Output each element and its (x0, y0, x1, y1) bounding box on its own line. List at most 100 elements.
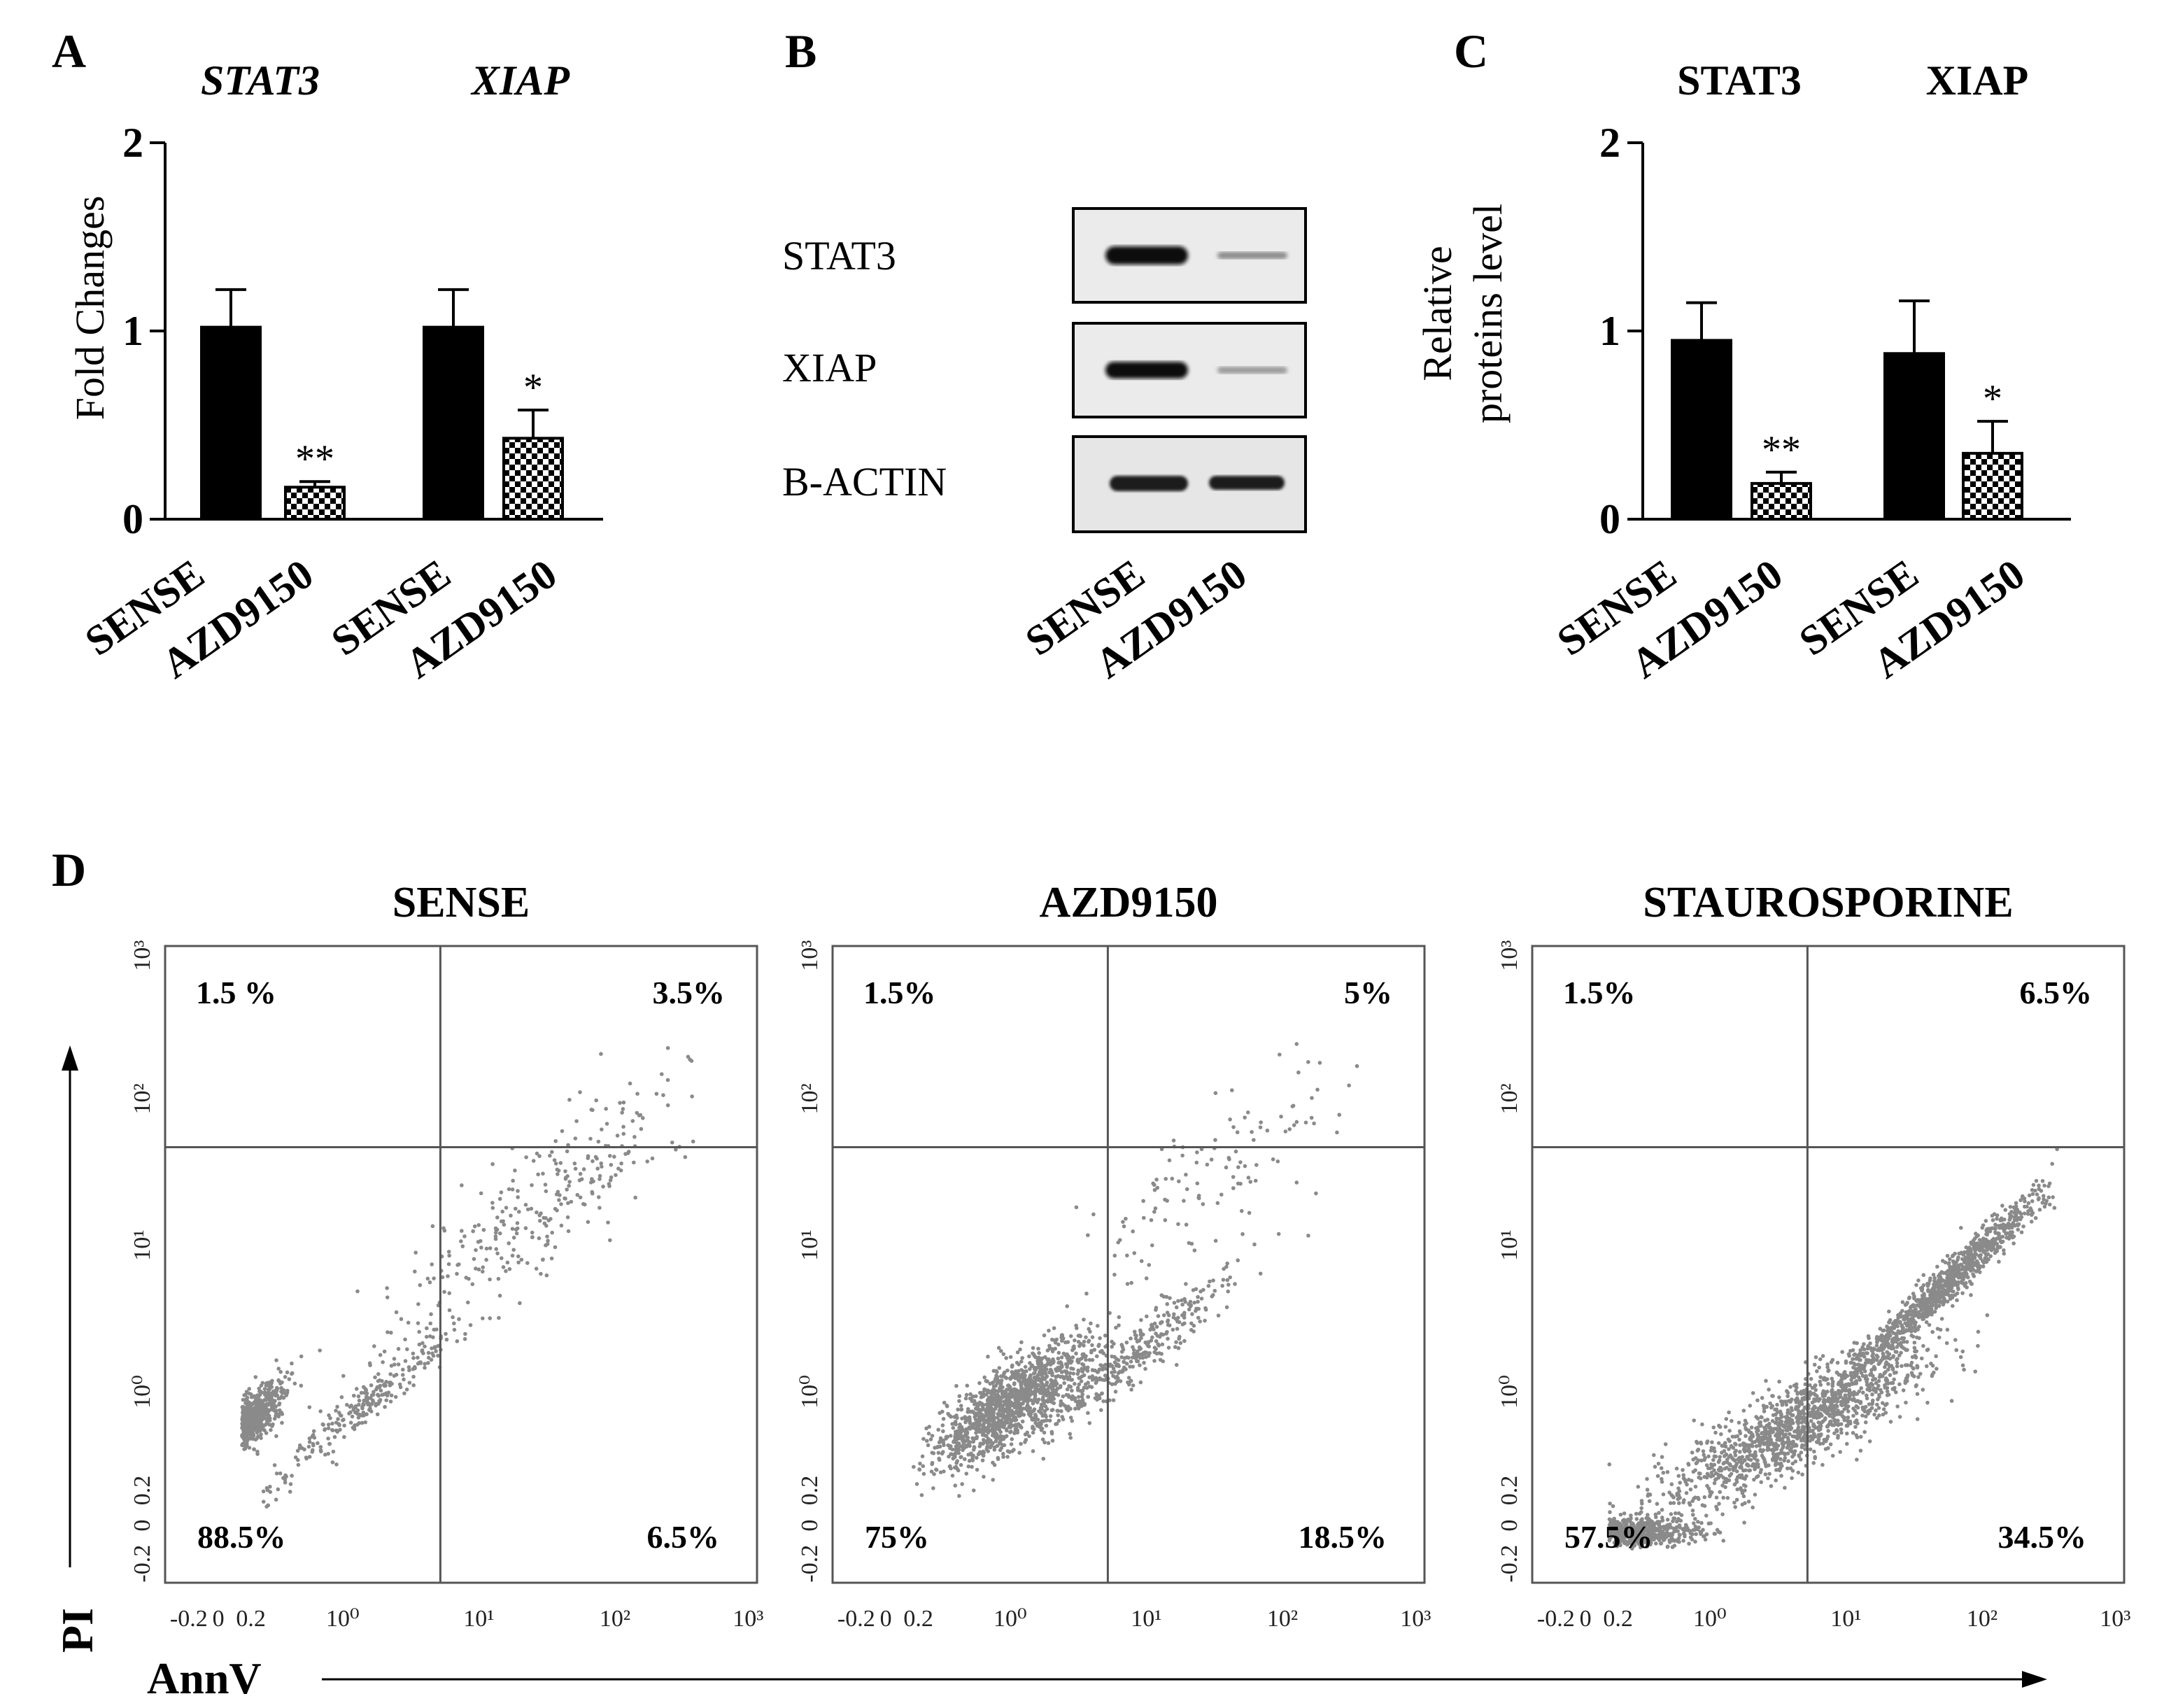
scatter-point (497, 1293, 502, 1298)
scatter-point (997, 1418, 1002, 1423)
x-tick-label: -0.2 (170, 1606, 208, 1632)
scatter-point (1839, 1390, 1844, 1395)
scatter-point (1131, 1364, 1135, 1369)
scatter-point (248, 1435, 253, 1440)
scatter-point (1182, 1311, 1187, 1315)
scatter-point (988, 1444, 993, 1448)
scatter-point (339, 1413, 344, 1418)
bars-a: *** (200, 288, 564, 521)
scatter-point (1785, 1389, 1789, 1393)
scatter-point (991, 1478, 996, 1482)
scatter-point (1226, 1283, 1231, 1287)
scatter-point (355, 1289, 360, 1294)
scatter-point (248, 1408, 252, 1413)
scatter-point (1648, 1536, 1653, 1541)
scatter-point (274, 1387, 279, 1392)
scatter-point (950, 1452, 955, 1457)
scatter-points (912, 1042, 1359, 1498)
scatter-point (260, 1418, 264, 1423)
scatter-point (608, 1178, 613, 1183)
y-tick-labels: 0 1 2 (122, 120, 143, 542)
scatter-point (276, 1378, 281, 1383)
scatter-point (388, 1383, 393, 1388)
scatter-point (1772, 1426, 1777, 1431)
scatter-point (975, 1455, 979, 1460)
scatter-point (975, 1467, 980, 1472)
scatter-point (261, 1402, 266, 1406)
scatter-point (295, 1458, 300, 1462)
scatter-point (1718, 1490, 1723, 1495)
scatter-point (1156, 1314, 1161, 1318)
x-tick-label: 0 (213, 1606, 225, 1632)
scatter-point (1110, 1354, 1115, 1359)
x-tick-label: 10³ (1400, 1606, 1431, 1632)
scatter-point (558, 1161, 563, 1165)
scatter-point (1745, 1455, 1749, 1459)
scatter-point (981, 1394, 986, 1399)
scatter-point (1874, 1416, 1879, 1420)
scatter-point (1702, 1504, 1707, 1508)
scatter-point (567, 1183, 571, 1188)
scatter-point (255, 1396, 260, 1401)
scatter-point (519, 1257, 524, 1262)
scatter-point (474, 1248, 478, 1252)
scatter-point (1087, 1357, 1092, 1362)
panel-letter-a: A (52, 24, 86, 78)
scatter-point (511, 1248, 516, 1252)
scatter-point (1095, 1323, 1100, 1328)
scatter-point (1168, 1296, 1172, 1300)
scatter-point (1196, 1194, 1201, 1198)
scatter-point (1802, 1430, 1807, 1434)
scatter-point (1733, 1504, 1737, 1509)
scatter-point (1667, 1540, 1672, 1544)
scatter-point (1195, 1150, 1199, 1155)
scatter-point (1029, 1364, 1034, 1369)
scatter-point (1737, 1437, 1741, 1442)
scatter-point (1224, 1305, 1229, 1310)
scatter-point (1684, 1524, 1689, 1529)
scatter-point (1089, 1348, 1094, 1353)
scatter-point (1135, 1349, 1140, 1354)
scatter-point (430, 1346, 434, 1350)
scatter-point (368, 1363, 372, 1367)
scatter-point (392, 1357, 397, 1361)
scatter-point (1008, 1388, 1012, 1393)
scatter-point (326, 1423, 331, 1427)
scatter-point (1074, 1351, 1078, 1356)
scatter-point (1785, 1394, 1790, 1399)
scatter-point (1661, 1470, 1666, 1475)
scatter-point (1074, 1205, 1079, 1210)
scatter-point (369, 1383, 374, 1388)
y-tick-labels: 0 1 2 (1599, 120, 1620, 542)
scatter-point (474, 1266, 478, 1271)
scatter-point (1138, 1380, 1143, 1385)
scatter-point (1799, 1420, 1804, 1425)
scatter-point (1252, 1242, 1257, 1247)
scatter-point (1888, 1373, 1893, 1377)
scatter-point (370, 1398, 375, 1403)
scatter-point (1900, 1364, 1904, 1369)
scatter-point (1660, 1518, 1665, 1523)
scatter-point (1699, 1440, 1703, 1445)
scatter-point (363, 1420, 368, 1425)
scatter-point (1810, 1412, 1815, 1417)
scatter-point (1059, 1360, 1063, 1364)
scatter-point (444, 1332, 448, 1336)
scatter-point (1769, 1428, 1773, 1432)
scatter-point (1681, 1539, 1685, 1543)
scatter-point (1808, 1447, 1813, 1452)
scatter-point (1760, 1449, 1765, 1454)
scatter-point (1820, 1354, 1825, 1358)
scatter-point (1754, 1475, 1759, 1479)
scatter-point (1682, 1528, 1686, 1533)
scatter-point (594, 1098, 599, 1103)
scatter-point (567, 1180, 572, 1184)
scatter-point (1818, 1424, 1823, 1429)
scatter-point (426, 1350, 431, 1355)
scatter-point (993, 1439, 998, 1444)
scatter-point (1795, 1444, 1799, 1448)
scatter-point (481, 1227, 486, 1232)
scatter-point (1671, 1494, 1675, 1499)
scatter-point (1142, 1215, 1146, 1220)
scatter-point (1236, 1165, 1240, 1169)
